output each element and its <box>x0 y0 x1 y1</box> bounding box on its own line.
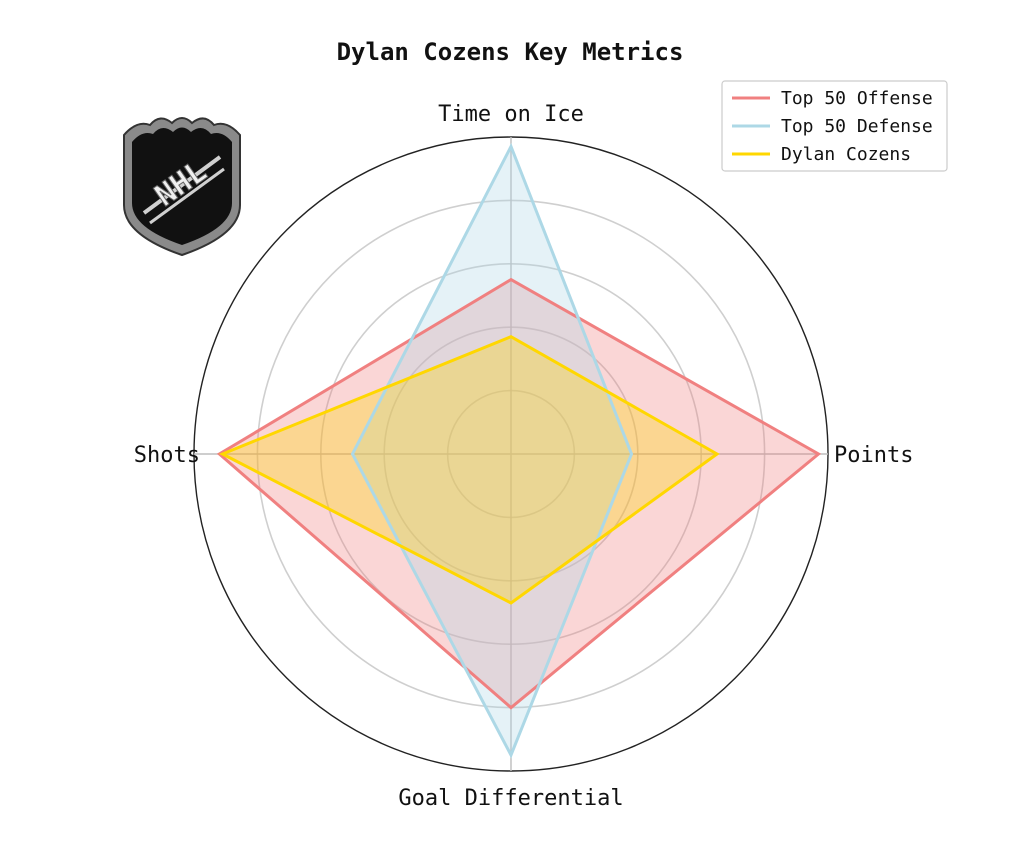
axis-labels: Time on Ice Points Goal Differential Shots <box>134 102 914 811</box>
nhl-shield-icon: NHL <box>123 117 241 257</box>
legend-label-1: Top 50 Offense <box>781 88 933 109</box>
series-line-2 <box>350 142 634 759</box>
chart-title: Dylan Cozens Key Metrics <box>337 38 684 66</box>
series-line-1 <box>216 277 822 710</box>
series-line-3 <box>218 335 720 605</box>
axis-label-4: Shots <box>134 443 200 468</box>
series-layer <box>216 142 822 759</box>
axis-label-2: Points <box>834 443 913 468</box>
legend-label-3: Dylan Cozens <box>781 144 911 165</box>
axis-label-3: Goal Differential <box>398 786 623 811</box>
series-area-1 <box>219 279 819 708</box>
axis-label-1: Time on Ice <box>438 102 584 127</box>
series-area-3 <box>222 336 717 603</box>
legend: Top 50 Offense Top 50 Defense Dylan Cozens <box>721 80 948 172</box>
legend-label-2: Top 50 Defense <box>781 116 933 137</box>
legend-frame <box>721 80 948 172</box>
series-area-2 <box>352 146 632 756</box>
